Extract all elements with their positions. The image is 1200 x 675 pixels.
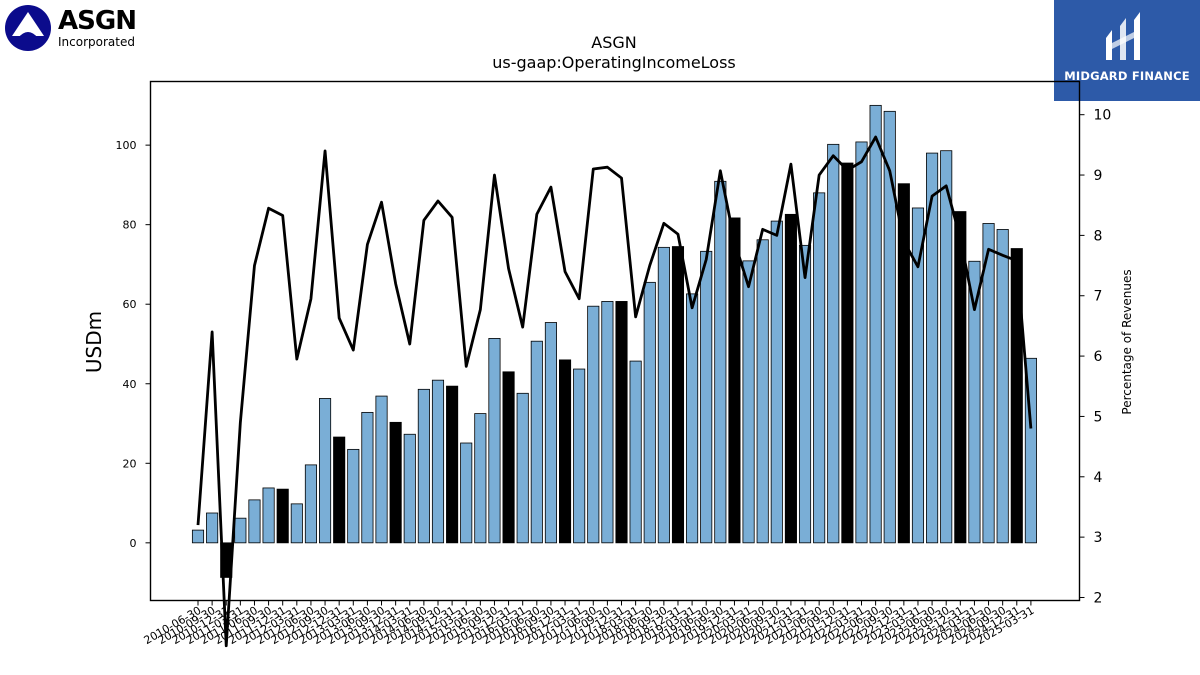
bar (968, 260, 981, 544)
bar (926, 152, 939, 544)
y2-tick-label: 9 (1094, 168, 1103, 184)
bar (248, 499, 261, 544)
y2-tick-label: 4 (1094, 470, 1103, 486)
bar (827, 143, 840, 544)
bar (700, 250, 713, 544)
bar (982, 223, 995, 544)
bar (474, 413, 487, 544)
chart-title: ASGN (591, 33, 637, 52)
bar (1024, 357, 1037, 544)
bar (347, 448, 360, 544)
bar (883, 110, 896, 544)
asgn-logo-icon (5, 5, 51, 51)
bar (389, 421, 402, 544)
y-tick-label: 20 (123, 457, 137, 470)
y2-tick-label: 3 (1094, 530, 1103, 546)
bar (770, 220, 783, 544)
bar (544, 322, 557, 544)
bar (742, 260, 755, 544)
y2-tick-label: 5 (1094, 409, 1103, 425)
bar (333, 436, 346, 544)
y-tick-label: 40 (123, 378, 137, 391)
bar (629, 360, 642, 544)
asgn-logo-subtitle: Incorporated (58, 35, 135, 49)
y2-tick-label: 10 (1094, 108, 1112, 124)
y2-tick-label: 7 (1094, 289, 1103, 305)
bar (516, 392, 529, 544)
x-axis: 2010-06-302010-09-302010-12-312011-03-31… (142, 600, 1036, 647)
midgard-logo-icon (1106, 12, 1140, 60)
bar (841, 162, 854, 544)
bar (530, 340, 543, 544)
bar (262, 487, 275, 544)
bar (756, 239, 769, 544)
bar (431, 379, 445, 544)
bar (206, 512, 219, 544)
bar (558, 359, 572, 544)
asgn-logo: ASGN Incorporated (4, 4, 154, 54)
midgard-logo-name: MIDGARD FINANCE (1064, 69, 1190, 83)
bar (940, 150, 953, 544)
y-tick-label: 100 (116, 139, 137, 152)
midgard-finance-logo: MIDGARD FINANCE (1054, 0, 1200, 101)
bar (375, 395, 388, 544)
bar (234, 517, 247, 544)
bar (460, 442, 473, 544)
bar (643, 281, 656, 544)
y2-tick-label: 6 (1094, 349, 1103, 365)
bar (869, 104, 882, 544)
asgn-logo-name: ASGN (58, 6, 137, 36)
y-axis: 0 20 40 60 80 100 (116, 139, 151, 550)
bar (319, 398, 332, 544)
bar (615, 301, 628, 544)
bar (813, 192, 826, 544)
bar (897, 183, 910, 544)
bar (403, 433, 416, 544)
y-tick-label: 80 (123, 219, 137, 232)
bar (587, 305, 600, 544)
bar (446, 385, 459, 544)
bar (728, 217, 741, 544)
bar (502, 371, 515, 544)
bar (911, 207, 925, 544)
pct-line (196, 135, 1033, 648)
bar (671, 246, 685, 544)
bar (954, 211, 967, 544)
bar (417, 388, 430, 544)
bar (1010, 248, 1023, 544)
bar (996, 229, 1009, 544)
bar (276, 488, 289, 544)
y2-axis: 2 3 4 5 6 7 8 9 10 (1079, 108, 1112, 606)
bar (601, 301, 614, 544)
bar-series (191, 104, 1037, 578)
y2-tick-label: 2 (1094, 590, 1103, 606)
bar (488, 338, 501, 544)
y-tick-label: 0 (130, 537, 137, 550)
bar (304, 464, 317, 544)
chart-subtitle: us-gaap:OperatingIncomeLoss (492, 53, 736, 72)
bar (361, 411, 374, 544)
pct-line-series (196, 135, 1033, 648)
bar (191, 529, 205, 544)
bar (798, 244, 812, 544)
bar (290, 503, 303, 544)
bar (686, 293, 699, 544)
plot-frame (149, 80, 1081, 602)
y-tick-label: 60 (123, 298, 137, 311)
y2-tick-label: 8 (1094, 228, 1103, 244)
bar (784, 213, 797, 544)
bar (573, 368, 586, 544)
bar (714, 180, 727, 544)
bar (657, 246, 670, 544)
bar (855, 141, 868, 544)
